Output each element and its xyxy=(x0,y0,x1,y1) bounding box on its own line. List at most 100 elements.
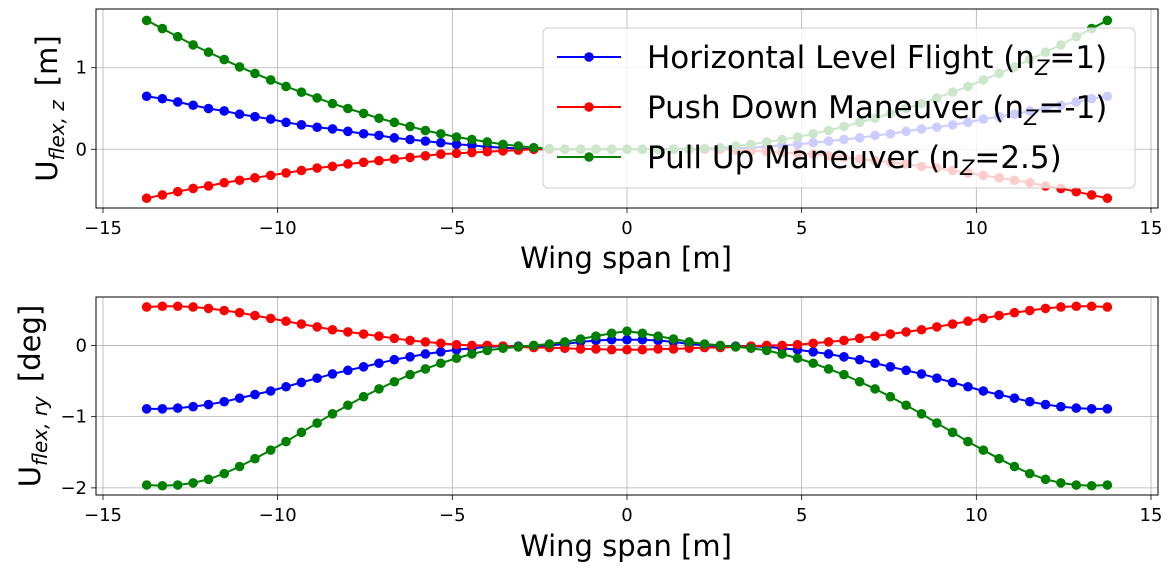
data-point xyxy=(312,93,322,103)
data-point xyxy=(219,396,230,407)
data-point xyxy=(1102,480,1113,490)
data-point xyxy=(467,147,477,158)
data-point xyxy=(265,313,276,324)
data-point xyxy=(1102,15,1113,26)
data-point xyxy=(715,340,726,351)
data-point xyxy=(281,436,291,447)
data-point xyxy=(141,404,152,414)
data-point xyxy=(203,303,214,314)
data-point xyxy=(327,98,338,109)
data-point xyxy=(1102,302,1113,312)
data-point xyxy=(823,337,834,347)
axes-frame xyxy=(95,296,1159,496)
data-point xyxy=(653,331,663,341)
data-point xyxy=(1056,401,1066,412)
data-point xyxy=(219,54,230,65)
data-point xyxy=(870,384,880,394)
data-point xyxy=(606,328,617,339)
y-label-main: U xyxy=(30,160,64,181)
legend-label-tail: =2.5) xyxy=(974,140,1061,176)
data-point xyxy=(374,113,384,124)
data-point xyxy=(1086,301,1097,312)
data-point xyxy=(1024,305,1035,316)
data-point xyxy=(374,358,384,369)
data-point xyxy=(575,334,586,344)
data-point xyxy=(1071,403,1082,413)
data-point xyxy=(746,343,756,354)
legend-label-subscript: Z xyxy=(1034,56,1050,80)
data-point xyxy=(901,365,911,376)
data-point xyxy=(374,130,384,141)
data-point xyxy=(839,369,849,380)
data-point xyxy=(436,149,446,159)
x-axis-label: Wing span [m] xyxy=(520,529,732,563)
legend-entry: Pull Up Maneuver (nZ=2.5) xyxy=(557,140,1062,180)
data-point xyxy=(792,339,803,350)
data-point xyxy=(296,319,307,329)
data-point xyxy=(172,403,183,413)
data-point xyxy=(436,128,446,139)
x-tick-label: 10 xyxy=(965,218,988,239)
data-point xyxy=(467,340,477,351)
data-point xyxy=(188,100,198,111)
data-point xyxy=(1009,307,1020,318)
data-point xyxy=(250,310,260,321)
data-point xyxy=(203,47,214,58)
y-tick-label: 0 xyxy=(76,335,87,356)
data-point xyxy=(699,339,710,349)
data-point xyxy=(203,399,214,410)
data-point xyxy=(622,334,632,345)
data-point xyxy=(916,369,927,379)
data-point xyxy=(172,480,183,490)
data-point xyxy=(265,386,276,396)
data-point xyxy=(141,480,152,490)
data-point xyxy=(420,136,431,146)
legend-label-name: Pull Up Maneuver (n xyxy=(647,140,960,176)
data-point xyxy=(234,175,245,186)
y-tick-label: 0 xyxy=(76,139,87,160)
data-point xyxy=(188,401,198,412)
data-point xyxy=(947,377,958,388)
data-point xyxy=(389,376,400,387)
data-point xyxy=(405,152,415,163)
legend-marker xyxy=(584,52,594,62)
data-point xyxy=(482,345,493,356)
legend-label-name: Push Down Maneuver (n xyxy=(647,90,1024,126)
legend-label: Push Down Maneuver (nZ=-1) xyxy=(647,90,1107,130)
legend-label: Horizontal Level Flight (nZ=1) xyxy=(647,40,1107,80)
data-point xyxy=(854,333,865,344)
data-point xyxy=(885,362,896,372)
data-point xyxy=(994,310,1004,321)
legend-label-name: Horizontal Level Flight (n xyxy=(647,40,1035,76)
data-point xyxy=(219,106,230,116)
data-point xyxy=(1024,396,1035,407)
data-point xyxy=(808,358,818,369)
data-point xyxy=(188,183,198,194)
data-point xyxy=(963,436,973,447)
data-point xyxy=(932,322,942,332)
data-point xyxy=(327,124,338,134)
x-tick-label: 15 xyxy=(1140,218,1163,239)
data-point xyxy=(265,114,276,124)
data-point xyxy=(947,427,958,438)
data-point xyxy=(839,335,849,346)
data-point xyxy=(296,120,307,130)
data-point xyxy=(358,108,369,119)
x-tick-label: −5 xyxy=(439,218,466,239)
data-point xyxy=(389,154,400,164)
data-point xyxy=(436,137,446,148)
data-point xyxy=(916,324,927,335)
legend-label-tail: =-1) xyxy=(1038,90,1107,126)
data-point xyxy=(157,404,168,414)
data-point xyxy=(436,347,446,357)
y-tick-label: −2 xyxy=(60,478,87,499)
y-axis-label: Uflex, z [m] xyxy=(30,35,69,181)
data-point xyxy=(389,333,400,344)
data-point xyxy=(389,354,400,365)
data-point xyxy=(312,418,322,428)
data-point xyxy=(560,337,570,347)
data-point xyxy=(777,349,787,359)
data-point xyxy=(374,384,384,394)
data-point xyxy=(141,15,152,26)
